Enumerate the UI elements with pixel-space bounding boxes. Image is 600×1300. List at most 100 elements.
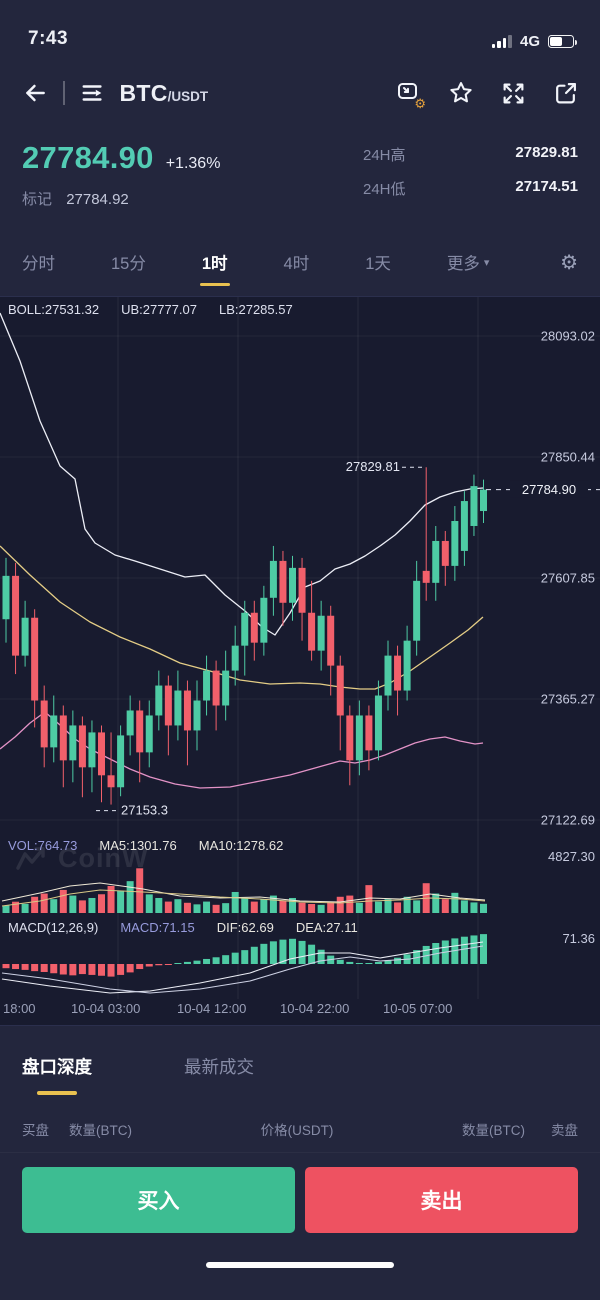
candle-body <box>394 655 402 691</box>
sell-button[interactable]: 卖出 <box>305 1167 578 1233</box>
candle-body <box>279 560 287 603</box>
candle-body <box>21 617 29 656</box>
candle-body <box>269 560 277 598</box>
fullscreen-button[interactable] <box>500 80 526 106</box>
quote-symbol: /USDT <box>167 88 209 104</box>
star-icon <box>450 82 472 103</box>
candle-body <box>222 670 230 706</box>
candle-body <box>88 732 96 768</box>
candle-body <box>441 540 449 566</box>
dif-line <box>1 941 484 994</box>
candle-body <box>203 670 211 701</box>
candle-body <box>212 670 220 706</box>
candle-body <box>365 715 373 751</box>
svg-text:28093.02: 28093.02 <box>541 329 595 344</box>
candle-body <box>59 715 67 761</box>
base-symbol: BTC <box>119 79 168 106</box>
kline-chart[interactable]: 28093.02 27850.44 27607.85 27365.27 27122.69… <box>0 297 600 1025</box>
interval-tab-15m[interactable]: 15分 <box>111 255 146 273</box>
candle-body <box>327 615 335 666</box>
buy-side-label: 买盘 <box>22 1123 49 1138</box>
battery-icon <box>548 35 577 48</box>
candle-body <box>432 540 440 583</box>
time-axis: 18:00 10-04 03:00 10-04 12:00 10-04 22:0… <box>0 1001 600 1021</box>
home-indicator[interactable] <box>206 1262 394 1268</box>
gear-icon: ⚙ <box>414 96 426 111</box>
watermark-text: CoinW <box>58 843 149 873</box>
candle-body <box>384 655 392 696</box>
dea-line <box>1 945 484 994</box>
volume-bars <box>2 868 487 913</box>
mark-price-value: 27784.92 <box>66 191 129 208</box>
candle-body <box>126 710 134 736</box>
sell-amount-label: 数量(BTC) <box>462 1123 525 1138</box>
tab-depth[interactable]: 盘口深度 <box>22 1054 92 1079</box>
price-column-label: 价格(USDT) <box>260 1123 334 1138</box>
svg-text:27829.81: 27829.81 <box>346 459 400 474</box>
candle-body <box>164 685 172 726</box>
network-type: 4G <box>519 33 540 50</box>
favorite-button[interactable] <box>448 80 474 106</box>
candle-body <box>403 640 411 691</box>
orderbook-header: 买盘 数量(BTC) 价格(USDT) 数量(BTC) 卖盘 <box>0 1106 600 1152</box>
market-list-button[interactable] <box>80 80 106 106</box>
candle-body <box>69 725 77 761</box>
low-24h-row: 24H低 27174.51 <box>363 178 578 199</box>
candle-body <box>413 580 421 641</box>
boll-indicator-row: BOLL:27531.32 UB:27777.07 LB:27285.57 <box>8 302 293 317</box>
more-label: 更多 <box>446 255 480 273</box>
svg-text:27365.27: 27365.27 <box>541 692 595 707</box>
vol-ma10-line <box>1 889 486 907</box>
candles-layer <box>2 467 487 805</box>
svg-text:27850.44: 27850.44 <box>541 450 595 465</box>
high-24h-value: 27829.81 <box>515 144 578 161</box>
candle-body <box>117 735 125 788</box>
high-24h-label: 24H高 <box>363 147 406 164</box>
more-intervals-dropdown[interactable]: 更多 ▾ <box>447 250 490 274</box>
candle-body <box>231 645 239 671</box>
candle-body <box>460 501 468 551</box>
high-24h-row: 24H高 27829.81 <box>363 144 578 165</box>
candle-body <box>2 575 10 620</box>
vol-ma5-line <box>1 882 486 903</box>
time-tick: 10-05 07:00 <box>383 1001 453 1016</box>
interval-tab-4h[interactable]: 4时 <box>283 255 310 273</box>
buy-button[interactable]: 买入 <box>22 1167 295 1233</box>
ticker-panel: 27784.90 +1.36% 标记 27784.92 24H高 27829.8… <box>0 130 600 234</box>
footer <box>0 1245 600 1300</box>
candle-body <box>470 486 478 526</box>
candle-body <box>317 615 325 651</box>
expand-icon <box>503 83 523 103</box>
macd-params: MACD(12,26,9) <box>8 920 99 935</box>
candle-body <box>174 690 182 726</box>
price-axis-labels: 28093.02 27850.44 27607.85 27365.27 27122.69… <box>541 329 595 947</box>
chart-style-settings-button[interactable]: ⚙ <box>396 80 426 110</box>
indicator-settings-button[interactable]: ⚙ <box>560 251 578 274</box>
buy-amount-label: 数量(BTC) <box>69 1123 132 1138</box>
time-tick: 10-04 22:00 <box>280 1001 350 1016</box>
watermark: CoinW <box>16 843 148 874</box>
interval-tab-minute[interactable]: 分时 <box>22 255 55 273</box>
interval-tab-1h[interactable]: 1时 <box>202 250 228 274</box>
market-list-icon <box>82 85 102 101</box>
candle-body <box>40 700 48 748</box>
volume-indicator-row: VOL:764.73 MA5:1301.76 MA10:1278.62 <box>8 838 283 853</box>
macd-histogram <box>2 934 487 977</box>
svg-text:27122.69: 27122.69 <box>541 813 595 828</box>
tab-latest-trades[interactable]: 最新成交 <box>184 1056 254 1077</box>
boll-lb-value: LB:27285.57 <box>218 302 293 317</box>
trade-actions: 买入 卖出 <box>0 1152 600 1245</box>
candle-body <box>31 617 39 701</box>
chevron-down-icon: ▾ <box>483 256 490 269</box>
candle-body <box>355 715 363 761</box>
back-button[interactable] <box>22 80 48 106</box>
svg-text:27153.3: 27153.3 <box>121 803 168 818</box>
boll-upper-line <box>0 312 484 636</box>
candle-body <box>155 685 163 716</box>
chart-block: 28093.02 27850.44 27607.85 27365.27 27122.69… <box>0 296 600 1026</box>
chart-grid <box>0 297 600 999</box>
time-tick: 18:00 <box>3 1001 36 1016</box>
interval-tab-1d[interactable]: 1天 <box>365 255 391 273</box>
share-button[interactable] <box>552 80 578 106</box>
vol-ma10-value: MA10:1278.62 <box>198 838 284 853</box>
